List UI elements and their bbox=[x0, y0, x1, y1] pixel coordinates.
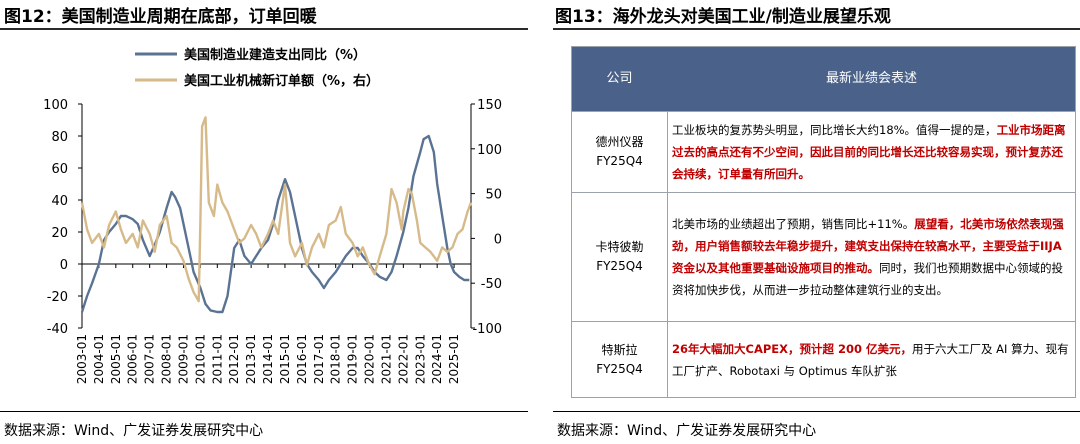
y-left-tick-label: 80 bbox=[51, 130, 68, 145]
statement-segment-highlight: 工业市场距离过去的高点还有不少空间，因此目前的同比增长还比较容易实现，预计复苏还… bbox=[672, 123, 1066, 181]
right-source-rule bbox=[553, 411, 1080, 412]
statement-segment-highlight: 26年大幅加大CAPEX，预计超 200 亿美元， bbox=[672, 342, 913, 356]
left-source-rule bbox=[0, 411, 528, 412]
y-right-tick-label: 100 bbox=[477, 143, 502, 158]
company-cell: 卡特彼勒 FY25Q4 bbox=[572, 193, 668, 321]
y-right-tick-label: 50 bbox=[485, 188, 502, 203]
statement-segment: 工业板块的复苏势头明显，同比增长大约18%。值得一提的是， bbox=[672, 123, 997, 137]
y-right-tick-label: -100 bbox=[472, 322, 502, 337]
x-tick-label: 2018-01 bbox=[329, 334, 343, 384]
outlook-table: 公司 最新业绩会表述 德州仪器 FY25Q4 工业板块的复苏势头明显，同比增长大… bbox=[571, 46, 1076, 398]
axes-layer: -40 -20 0 20 40 60 80 100 -100 -50 0 50 100 150 2003-0… bbox=[43, 98, 502, 384]
company-name: 卡特彼勒 bbox=[595, 240, 644, 254]
statement-segment-highlight: 展望看，北美市场依然表现强劲，用户销售额较去年稳步提升，建筑支出保持在较高水平，… bbox=[672, 217, 1064, 275]
left-figure-title: 图12：美国制造业周期在底部，订单回暖 bbox=[4, 7, 317, 27]
header-statement: 最新业绩会表述 bbox=[825, 71, 917, 86]
y-left-tick-label: 60 bbox=[51, 162, 68, 177]
right-title-rule bbox=[553, 28, 1080, 30]
legend-label-series1: 美国制造业建造支出同比（%） bbox=[184, 47, 366, 63]
legend: 美国制造业建造支出同比（%） 美国工业机械新订单额（%，右） bbox=[135, 47, 379, 89]
x-tick-label: 2022-01 bbox=[396, 334, 410, 384]
x-tick-label: 2020-01 bbox=[363, 334, 377, 384]
x-tick-label: 2005-01 bbox=[109, 334, 123, 384]
x-tick-label: 2023-01 bbox=[413, 334, 427, 384]
x-tick-label: 2013-01 bbox=[244, 334, 258, 384]
x-tick-label: 2009-01 bbox=[176, 334, 190, 384]
y-left-tick-label: 100 bbox=[43, 98, 68, 113]
company-name: 德州仪器 bbox=[595, 135, 644, 149]
x-tick-label: 2019-01 bbox=[346, 334, 360, 384]
company-cell: 德州仪器 FY25Q4 bbox=[572, 112, 668, 192]
series-line-2 bbox=[80, 116, 473, 303]
header-company: 公司 bbox=[606, 71, 633, 86]
x-tick-label: 2004-01 bbox=[92, 334, 106, 384]
x-tick-label: 2003-01 bbox=[75, 334, 89, 384]
line-chart: -40 -20 0 20 40 60 80 100 -100 -50 0 50 100 150 2003-0… bbox=[43, 47, 502, 384]
company-period: FY25Q4 bbox=[596, 259, 643, 273]
x-tick-label: 2007-01 bbox=[143, 334, 157, 384]
x-tick-label: 2021-01 bbox=[379, 334, 393, 384]
y-left-tick-label: -40 bbox=[47, 322, 68, 337]
left-title-rule bbox=[0, 28, 528, 30]
table-header: 公司 最新业绩会表述 bbox=[572, 47, 1075, 111]
table-row: 特斯拉 FY25Q4 26年大幅加大CAPEX，预计超 200 亿美元，用于六大… bbox=[572, 321, 1075, 398]
y-right-tick-label: 150 bbox=[477, 98, 502, 113]
statement-segment: 用于六大工厂及 AI 算力、现有工厂扩产、Robotaxi 与 Optimus … bbox=[672, 342, 1069, 378]
right-source: 数据来源：Wind、广发证券发展研究中心 bbox=[557, 423, 817, 439]
statement-text: 26年大幅加大CAPEX，预计超 200 亿美元，用于六大工厂及 AI 算力、现… bbox=[668, 338, 1075, 382]
statement-segment: 同时，我们也预期数据中心领域的投资将加快步伐，从而进一步拉动整体建筑行业的支出。 bbox=[672, 261, 1063, 297]
company-period: FY25Q4 bbox=[596, 154, 643, 168]
right-figure-title: 图13：海外龙头对美国工业/制造业展望乐观 bbox=[555, 7, 891, 27]
series-layer bbox=[80, 116, 473, 314]
statement-text: 北美市场的业绩超出了预期，销售同比+11%。展望看，北美市场依然表现强劲，用户销… bbox=[668, 213, 1075, 301]
x-tick-label: 2024-01 bbox=[430, 334, 444, 384]
x-tick-label: 2010-01 bbox=[193, 334, 207, 384]
x-tick-label: 2014-01 bbox=[261, 334, 275, 384]
x-tick-label: 2006-01 bbox=[126, 334, 140, 384]
x-tick-label: 2012-01 bbox=[227, 334, 241, 384]
statement-cell: 26年大幅加大CAPEX，预计超 200 亿美元，用于六大工厂及 AI 算力、现… bbox=[668, 322, 1075, 398]
statement-segment: 北美市场的业绩超出了预期，销售同比+11%。 bbox=[672, 217, 915, 231]
table-row: 卡特彼勒 FY25Q4 北美市场的业绩超出了预期，销售同比+11%。展望看，北美… bbox=[572, 192, 1075, 321]
y-left-tick-label: -20 bbox=[47, 290, 68, 305]
table-row: 德州仪器 FY25Q4 工业板块的复苏势头明显，同比增长大约18%。值得一提的是… bbox=[572, 111, 1075, 192]
y-left-tick-label: 40 bbox=[51, 194, 68, 209]
company-period: FY25Q4 bbox=[596, 362, 643, 376]
statement-cell: 北美市场的业绩超出了预期，销售同比+11%。展望看，北美市场依然表现强劲，用户销… bbox=[668, 193, 1075, 321]
y-right-tick-label: 0 bbox=[494, 232, 502, 247]
company-cell: 特斯拉 FY25Q4 bbox=[572, 322, 668, 398]
left-source: 数据来源：Wind、广发证券发展研究中心 bbox=[4, 423, 264, 439]
y-left-tick-label: 0 bbox=[60, 258, 68, 273]
x-tick-label: 2016-01 bbox=[295, 334, 309, 384]
y-left-tick-label: 20 bbox=[51, 226, 68, 241]
y-right-tick-label: -50 bbox=[481, 277, 502, 292]
statement-text: 工业板块的复苏势头明显，同比增长大约18%。值得一提的是，工业市场距离过去的高点… bbox=[668, 119, 1075, 185]
series-line-1 bbox=[80, 134, 470, 314]
x-tick-label: 2017-01 bbox=[312, 334, 326, 384]
x-tick-label: 2015-01 bbox=[278, 334, 292, 384]
legend-label-series2: 美国工业机械新订单额（%，右） bbox=[184, 73, 379, 89]
company-name: 特斯拉 bbox=[601, 343, 638, 357]
x-tick-label: 2011-01 bbox=[210, 334, 224, 384]
x-tick-label: 2025-01 bbox=[447, 334, 461, 384]
statement-cell: 工业板块的复苏势头明显，同比增长大约18%。值得一提的是，工业市场距离过去的高点… bbox=[668, 112, 1075, 192]
x-tick-label: 2008-01 bbox=[160, 334, 174, 384]
